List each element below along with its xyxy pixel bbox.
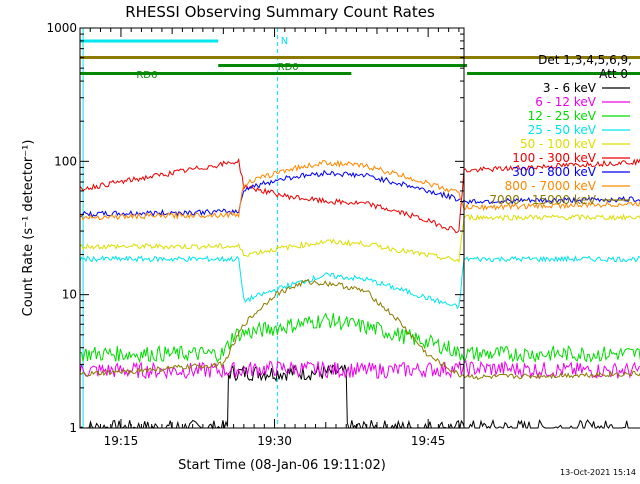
x-tick-label-0: 19:15 <box>104 434 139 448</box>
x-axis-label: Start Time (08-Jan-06 19:11:02) <box>178 458 386 473</box>
legend-header-1: Det 1,3,4,5,6,9, <box>538 53 632 67</box>
plot-frame <box>79 27 465 429</box>
x-tick-label-1: 19:30 <box>257 434 292 448</box>
y-axis-label: Count Rate (s⁻¹ detector⁻¹) <box>21 140 36 317</box>
plot-layer: NFD3FD4RD0RD6 <box>79 28 640 430</box>
y-tick-label-1: 10 <box>62 288 77 302</box>
legend-label-0: 3 - 6 keV <box>543 81 597 95</box>
legend-header-2: Att 0 <box>599 67 628 81</box>
series-line-7 <box>79 159 640 221</box>
timestamp: 13-Oct-2021 15:14 <box>560 468 636 477</box>
series-line-6 <box>79 169 640 218</box>
axes-layer: 1 10 100 1000 19:15 19:30 19:45 <box>46 21 464 448</box>
label-RD0: RD0 <box>278 62 299 73</box>
legend-label-5: 100 - 300 keV <box>512 151 596 165</box>
x-tick-label-2: 19:45 <box>411 434 446 448</box>
label-RD6: RD6 <box>136 70 157 81</box>
series-line-8 <box>79 278 640 381</box>
series-line-4 <box>79 213 640 264</box>
legend-label-7: 800 - 7000 keV <box>505 179 597 193</box>
series-line-5 <box>79 157 640 234</box>
legend-label-6: 300 - 800 keV <box>512 165 596 179</box>
y-tick-label-0: 1 <box>69 421 77 435</box>
legend-label-2: 12 - 25 keV <box>528 109 597 123</box>
legend-label-1: 6 - 12 keV <box>535 95 597 109</box>
series-line-3 <box>79 255 640 310</box>
legend-label-3: 25 - 50 keV <box>528 123 597 137</box>
series-line-1 <box>79 360 640 380</box>
label-N: N <box>281 36 288 47</box>
y-tick-label-3: 1000 <box>46 21 77 35</box>
chart-title: RHESSI Observing Summary Count Rates <box>125 3 435 21</box>
legend-label-4: 50 - 100 keV <box>520 137 597 151</box>
series-line-0 <box>79 364 640 430</box>
legend-label-8: 7000 - 15000 keV <box>489 193 596 207</box>
series-line-2 <box>79 312 640 364</box>
y-tick-label-2: 100 <box>54 154 77 168</box>
